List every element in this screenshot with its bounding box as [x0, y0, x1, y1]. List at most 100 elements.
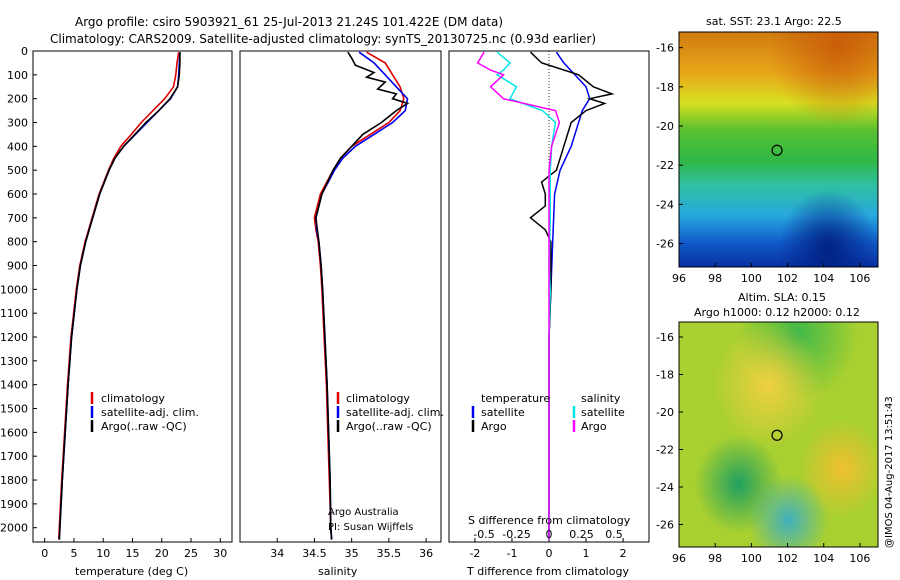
longitude-tick-label: 104: [813, 272, 834, 285]
sla-map-title: Altim. SLA: 0.15: [738, 291, 826, 304]
salinity-tick-label: 35: [345, 547, 359, 560]
longitude-tick-label: 100: [741, 552, 762, 565]
s-difference-tick-label: 0.25: [569, 528, 594, 541]
s-difference-tick-label: -0.5: [473, 528, 494, 541]
sla-plot-frame: [678, 321, 879, 548]
depth-tick-label: 1700: [0, 450, 28, 463]
sla-map-panel: Altim. SLA: 0.15 Argo h1000: 0.12 h2000:…: [656, 291, 879, 565]
latitude-tick-label: -16: [656, 42, 674, 55]
salinity-plot-frame: [239, 50, 442, 543]
temperature-lines: [58, 52, 181, 540]
longitude-tick-label: 106: [849, 272, 870, 285]
temperature-panel: 0100200300400500600700800900100011001200…: [0, 45, 233, 578]
temperature-tick-label: 5: [70, 547, 77, 560]
salinity-series-line: [315, 51, 410, 540]
depth-tick-label: 800: [7, 236, 28, 249]
argo-position-marker: [771, 429, 783, 441]
depth-tick-label: 400: [7, 140, 28, 153]
temperature-tick-label: 25: [184, 547, 198, 560]
s-argo-difference-line: [476, 51, 561, 540]
longitude-tick-label: 106: [849, 552, 870, 565]
longitude-tick-label: 96: [672, 552, 686, 565]
latitude-tick-label: -20: [656, 406, 674, 419]
depth-tick-label: 1400: [0, 379, 28, 392]
header-line-2: Climatology: CARS2009. Satellite-adjuste…: [50, 32, 596, 46]
temperature-tick-label: 20: [155, 547, 169, 560]
legend-s-satellite-label: satellite: [581, 406, 625, 419]
depth-tick-label: 1900: [0, 498, 28, 511]
depth-tick-label: 1500: [0, 403, 28, 416]
latitude-tick-label: -24: [656, 481, 674, 494]
latitude-tick-label: -26: [656, 238, 674, 251]
sst-map-axes: 96 98 100 102 104 106 -16 -18 -20 -22 -24 -26: [656, 42, 870, 285]
longitude-tick-label: 98: [708, 552, 722, 565]
legend-satellite-label: satellite-adj. clim.: [101, 406, 199, 419]
legend-argo-label: Argo(..raw -QC): [101, 420, 187, 433]
depth-tick-label: 300: [7, 117, 28, 130]
legend-argo-label: Argo(..raw -QC): [346, 420, 432, 433]
depth-tick-label: 1000: [0, 283, 28, 296]
latitude-tick-label: -18: [656, 81, 674, 94]
s-difference-axis: -0.5 -0.25 0 0.25 0.5: [473, 528, 622, 541]
salinity-panel: 34 34.5 35 35.5 36 salinity climatology sate…: [239, 50, 444, 578]
difference-legend: temperature satellite Argo salinity sate…: [471, 392, 625, 433]
temperature-series-line: [58, 52, 181, 540]
depth-tick-label: 1600: [0, 426, 28, 439]
sla-patch-5: [679, 322, 878, 547]
salinity-tick-label: 34.5: [302, 547, 327, 560]
argo-australia-label: Argo Australia: [328, 507, 399, 518]
depth-tick-label: 900: [7, 260, 28, 273]
latitude-tick-label: -22: [656, 444, 674, 457]
temperature-tick-label: 30: [213, 547, 227, 560]
argo-position-marker: [771, 144, 783, 156]
temperature-tick-label: 15: [126, 547, 140, 560]
t-difference-axis: -2 -1 0 1 2: [469, 538, 627, 560]
sst-map-title: sat. SST: 23.1 Argo: 22.5: [706, 15, 842, 28]
longitude-tick-label: 102: [777, 272, 798, 285]
header-line-1: Argo profile: csiro 5903921_61 25-Jul-20…: [75, 15, 503, 29]
legend-climatology-label: climatology: [346, 392, 410, 405]
longitude-tick-label: 100: [741, 272, 762, 285]
t-difference-axis-label: T difference from climatology: [466, 565, 629, 578]
latitude-tick-label: -20: [656, 120, 674, 133]
sla-map-subtitle: Argo h1000: 0.12 h2000: 0.12: [694, 306, 860, 319]
t-difference-tick-label: 0: [546, 547, 553, 560]
legend-s-argo-label: Argo: [581, 420, 607, 433]
t-difference-tick-label: -1: [506, 547, 517, 560]
legend-t-argo-label: Argo: [481, 420, 507, 433]
salinity-axis-label: salinity: [318, 565, 358, 578]
s-difference-tick-label: 0: [546, 528, 553, 541]
t-difference-tick-label: -2: [469, 547, 480, 560]
sst-map-panel: sat. SST: 23.1 Argo: 22.5 96 98 100 102 104 1…: [656, 15, 879, 285]
sla-map-axes: 96 98 100 102 104 106 -16 -18 -20 -22 -24 -26: [656, 331, 870, 565]
legend-satellite-label: satellite-adj. clim.: [346, 406, 444, 419]
salinity-tick-label: 34: [270, 547, 284, 560]
legend-salinity-header: salinity: [581, 392, 621, 405]
temperature-axis-label: temperature (deg C): [75, 565, 188, 578]
depth-tick-label: 1100: [0, 307, 28, 320]
s-difference-tick-label: 0.5: [605, 528, 623, 541]
salinity-tick-label: 35.5: [377, 547, 402, 560]
salinity-lines: [313, 51, 410, 540]
depth-axis: 0 100 200 300 400 500 600 700 800 900 1000 1100 1200…: [0, 45, 37, 535]
sst-plot-frame: [678, 31, 879, 268]
latitude-tick-label: -24: [656, 198, 674, 211]
legend-temperature-header: temperature: [481, 392, 550, 405]
legend-climatology-label: climatology: [101, 392, 165, 405]
difference-panel: -2 -1 0 1 2 S difference from climatology -0…: [448, 50, 650, 578]
temperature-legend: climatology satellite-adj. clim. Argo(..…: [90, 392, 199, 433]
s-difference-tick-label: -0.25: [502, 528, 530, 541]
temperature-axis: 0 5 10 15 20 25 30: [41, 538, 227, 560]
salinity-axis: 34 34.5 35 35.5 36: [270, 538, 433, 560]
pi-name-label: PI: Susan Wijffels: [328, 522, 413, 533]
sst-cold-patch: [679, 32, 878, 267]
depth-tick-label: 2000: [0, 522, 28, 535]
depth-tick-label: 600: [7, 188, 28, 201]
temperature-tick-label: 10: [96, 547, 110, 560]
depth-tick-label: 100: [7, 69, 28, 82]
t-difference-tick-label: 2: [620, 547, 627, 560]
longitude-tick-label: 104: [813, 552, 834, 565]
latitude-tick-label: -26: [656, 519, 674, 532]
temperature-tick-label: 0: [41, 547, 48, 560]
